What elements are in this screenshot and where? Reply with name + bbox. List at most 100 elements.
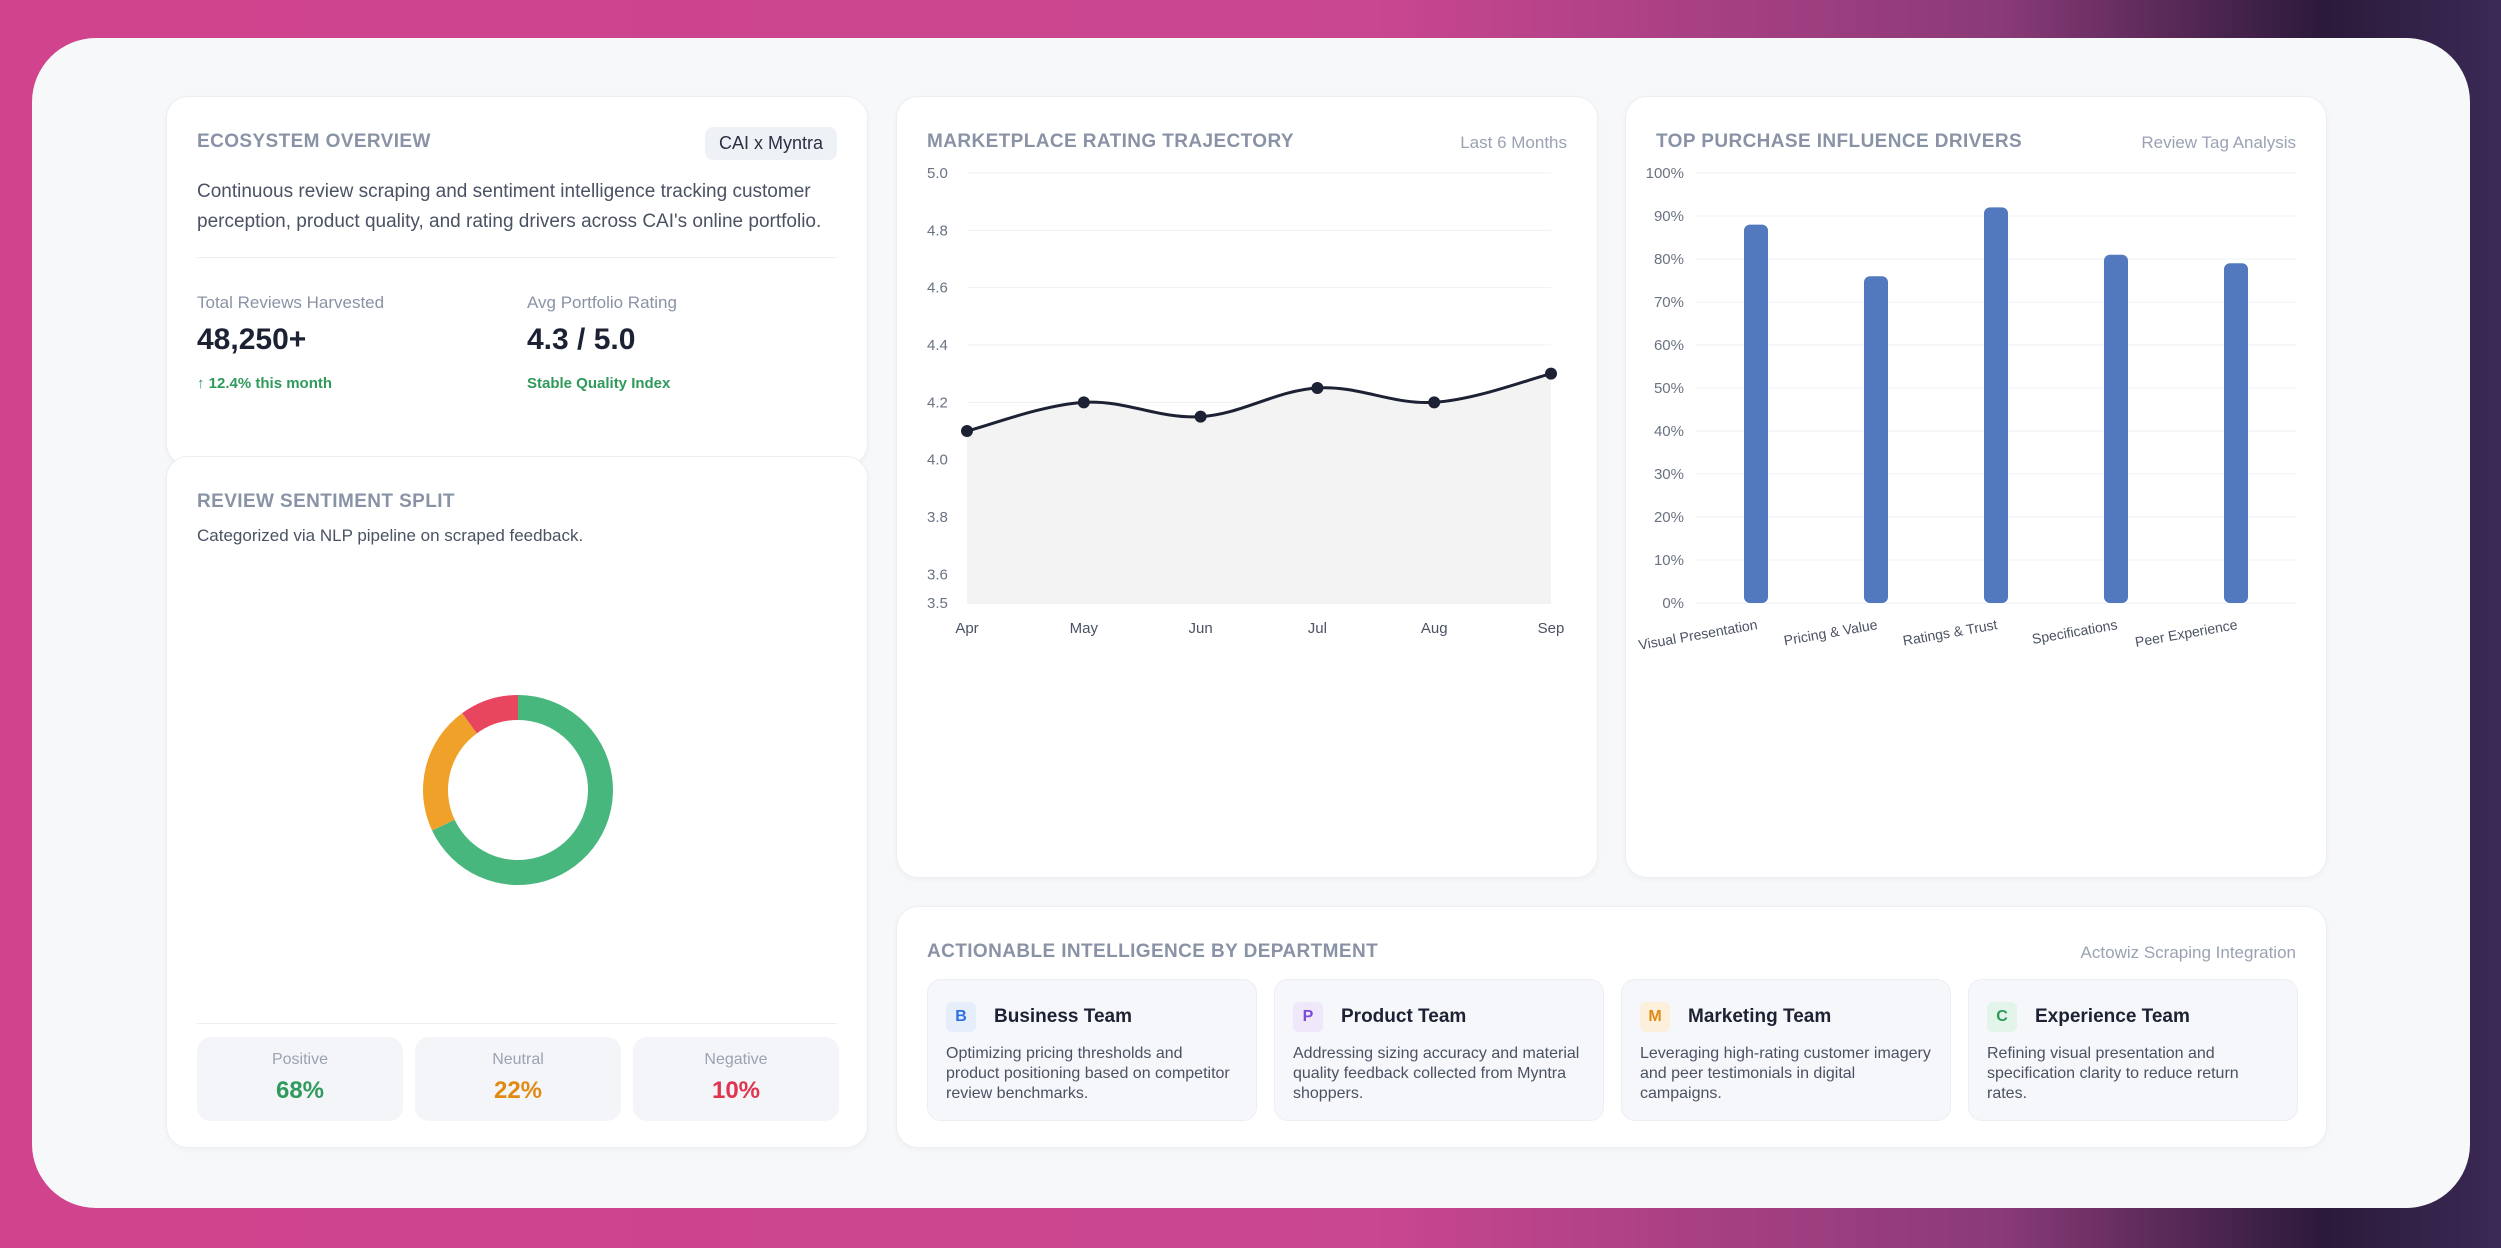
positive-label: Positive <box>271 1051 329 1068</box>
drivers-y-tick-label: 50% <box>1654 380 1684 397</box>
rating-x-tick-label: Jun <box>1189 620 1213 637</box>
overview-description-line-1: Continuous review scraping and sentiment… <box>197 181 811 202</box>
rating-data-point <box>1428 396 1441 409</box>
total-reviews-label: Total Reviews Harvested <box>197 293 385 312</box>
sentiment-title: REVIEW SENTIMENT SPLIT <box>197 491 455 512</box>
departments-title: ACTIONABLE INTELLIGENCE BY DEPARTMENT <box>927 941 1379 962</box>
overview-title: ECOSYSTEM OVERVIEW <box>197 131 431 152</box>
avg-rating-label: Avg Portfolio Rating <box>527 293 677 312</box>
rating-x-tick-label: Jul <box>1308 620 1327 637</box>
drivers-y-tick-label: 40% <box>1654 423 1684 440</box>
negative-value: 10% <box>711 1077 761 1104</box>
donut-slice-neutral <box>423 713 477 831</box>
dept-card-marketing: M Marketing Team Leveraging high-rating … <box>1621 979 1951 1121</box>
rating-y-tick-label: 3.5 <box>927 595 948 612</box>
drivers-y-tick-label: 100% <box>1646 165 1684 182</box>
drivers-y-tick-label: 20% <box>1654 509 1684 526</box>
rating-x-tick-label: Sep <box>1538 620 1565 637</box>
drivers-y-tick-label: 80% <box>1654 251 1684 268</box>
drivers-bar <box>2104 254 2128 603</box>
sentiment-subtitle: Categorized via NLP pipeline on scraped … <box>197 526 584 545</box>
partner-badge: CAI x Myntra <box>704 127 837 160</box>
rating-x-tick-label: Aug <box>1421 620 1448 637</box>
rating-trajectory-card: MARKETPLACE RATING TRAJECTORY Last 6 Mon… <box>896 96 1598 878</box>
departments-card: ACTIONABLE INTELLIGENCE BY DEPARTMENT Ac… <box>896 906 2327 1148</box>
drivers-chart-source: Review Tag Analysis <box>2141 133 2296 152</box>
drivers-chart-title: TOP PURCHASE INFLUENCE DRIVERS <box>1656 131 2023 152</box>
ecosystem-overview-card: ECOSYSTEM OVERVIEW CAI x Myntra Continuo… <box>166 96 868 466</box>
rating-data-point <box>1545 367 1557 380</box>
dept-desc-marketing: Leveraging high-rating customer imagery … <box>1640 1045 1931 1102</box>
rating-area-fill <box>967 373 1551 603</box>
drivers-bar <box>1864 276 1888 603</box>
dept-desc-experience: Refining visual presentation and specifi… <box>1987 1045 2239 1102</box>
dept-card-product: P Product Team Addressing sizing accurac… <box>1274 979 1604 1121</box>
rating-y-tick-label: 5.0 <box>927 165 948 182</box>
dept-title-experience: Experience Team <box>2035 1006 2190 1027</box>
drivers-x-tick-label: Peer Experience <box>2134 616 2239 650</box>
drivers-y-tick-label: 30% <box>1654 466 1684 483</box>
dashboard-frame: ECOSYSTEM OVERVIEW CAI x Myntra Continuo… <box>32 38 2470 1208</box>
drivers-y-tick-label: 60% <box>1654 337 1684 354</box>
rating-line-chart: 5.0 4.8 4.6 4.4 4.2 4.0 3.8 3.6 3.5 Apr May Jun Jul A… <box>927 165 1565 637</box>
avg-rating-note: Stable Quality Index <box>527 375 671 392</box>
drivers-x-tick-label: Pricing & Value <box>1782 616 1878 648</box>
rating-series-line <box>966 372 1552 433</box>
total-reviews-trend: ↑ 12.4% this month <box>197 375 333 392</box>
rating-y-tick-label: 4.4 <box>927 337 948 354</box>
drivers-bar <box>1744 224 1768 603</box>
rating-y-tick-label: 4.0 <box>927 452 948 469</box>
dept-title-business: Business Team <box>994 1006 1132 1027</box>
overview-description: Continuous review scraping and sentiment… <box>197 177 821 237</box>
dept-letter-experience: C <box>1987 1002 2017 1032</box>
purchase-drivers-card: TOP PURCHASE INFLUENCE DRIVERS Review Ta… <box>1625 96 2327 878</box>
overview-divider <box>197 257 837 258</box>
neutral-value: 22% <box>493 1077 543 1104</box>
sentiment-divider <box>197 1023 837 1024</box>
dept-desc-business: Optimizing pricing thresholds and produc… <box>946 1045 1230 1102</box>
dept-card-business: B Business Team Optimizing pricing thres… <box>927 979 1257 1121</box>
negative-label: Negative <box>704 1051 768 1068</box>
rating-data-point <box>1311 382 1324 394</box>
rating-y-tick-label: 4.6 <box>927 280 948 297</box>
departments-source: Actowiz Scraping Integration <box>2080 943 2296 962</box>
dept-title-product: Product Team <box>1341 1006 1467 1027</box>
drivers-y-tick-label: 10% <box>1654 552 1684 569</box>
dept-letter-business: B <box>946 1002 976 1032</box>
drivers-x-tick-label: Ratings & Trust <box>1901 616 1998 648</box>
rating-y-tick-label: 3.6 <box>927 566 948 583</box>
dept-title-marketing: Marketing Team <box>1688 1006 1832 1027</box>
neutral-label: Neutral <box>492 1051 544 1068</box>
positive-pill: Positive 68% <box>197 1037 403 1121</box>
dept-letter-product: P <box>1293 1002 1323 1032</box>
avg-rating-value: 4.3 / 5.0 <box>527 323 636 356</box>
sentiment-donut-chart <box>423 695 613 885</box>
sentiment-card: REVIEW SENTIMENT SPLIT Categorized via N… <box>166 456 868 1148</box>
positive-value: 68% <box>275 1077 325 1104</box>
dept-desc-product: Addressing sizing accuracy and material … <box>1293 1045 1580 1102</box>
rating-data-point <box>1194 410 1207 423</box>
neutral-pill: Neutral 22% <box>415 1037 621 1121</box>
drivers-y-tick-label: 70% <box>1654 294 1684 311</box>
dept-card-experience: C Experience Team Refining visual presen… <box>1968 979 2298 1121</box>
negative-pill: Negative 10% <box>633 1037 839 1121</box>
rating-x-tick-label: Apr <box>955 620 978 637</box>
drivers-bar <box>2224 263 2248 603</box>
rating-chart-title: MARKETPLACE RATING TRAJECTORY <box>927 131 1294 152</box>
rating-data-point <box>1077 396 1090 409</box>
rating-y-tick-label: 4.8 <box>927 222 948 239</box>
drivers-bar-chart: 100% 90% 80% 70% 60% 50% 40% 30% 20% 10% 0% Visual … <box>1637 165 2296 653</box>
rating-chart-range: Last 6 Months <box>1460 133 1567 152</box>
total-reviews-value: 48,250+ <box>197 323 307 356</box>
drivers-x-tick-label: Visual Presentation <box>1637 616 1758 653</box>
donut-slice-negative <box>462 695 518 734</box>
rating-x-tick-label: May <box>1070 620 1099 637</box>
rating-data-point <box>961 425 973 437</box>
dept-letter-marketing: M <box>1640 1002 1670 1032</box>
drivers-x-tick-label: Specifications <box>2031 616 2119 647</box>
drivers-y-tick-label: 0% <box>1662 595 1684 612</box>
overview-description-line-2: perception, product quality, and rating … <box>197 211 822 232</box>
rating-y-tick-label: 3.8 <box>927 509 948 526</box>
rating-y-tick-label: 4.2 <box>927 394 948 411</box>
drivers-bar <box>1984 207 2008 603</box>
